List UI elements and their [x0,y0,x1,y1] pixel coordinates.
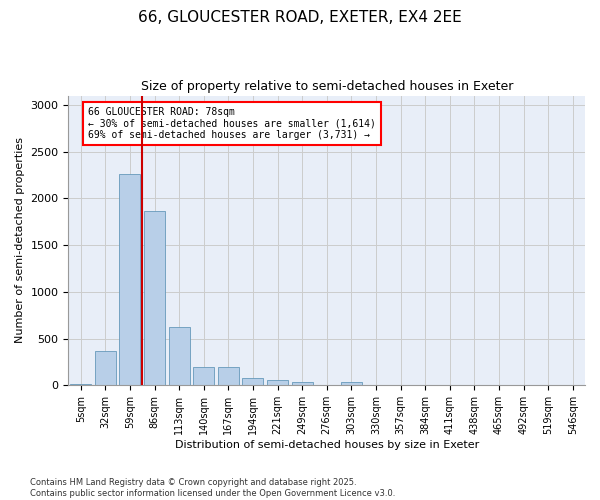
Bar [144,212,165,386]
Title: Size of property relative to semi-detached houses in Exeter: Size of property relative to semi-detach… [140,80,513,93]
Bar [119,174,140,386]
Bar [70,384,91,386]
Bar [267,380,288,386]
Bar [242,378,263,386]
Y-axis label: Number of semi-detached properties: Number of semi-detached properties [15,138,25,344]
Bar [169,328,190,386]
Bar [292,382,313,386]
Text: 66 GLOUCESTER ROAD: 78sqm
← 30% of semi-detached houses are smaller (1,614)
69% : 66 GLOUCESTER ROAD: 78sqm ← 30% of semi-… [88,107,376,140]
Bar [218,367,239,386]
X-axis label: Distribution of semi-detached houses by size in Exeter: Distribution of semi-detached houses by … [175,440,479,450]
Text: Contains HM Land Registry data © Crown copyright and database right 2025.
Contai: Contains HM Land Registry data © Crown c… [30,478,395,498]
Bar [95,351,116,386]
Text: 66, GLOUCESTER ROAD, EXETER, EX4 2EE: 66, GLOUCESTER ROAD, EXETER, EX4 2EE [138,10,462,25]
Bar [341,382,362,386]
Bar [193,367,214,386]
